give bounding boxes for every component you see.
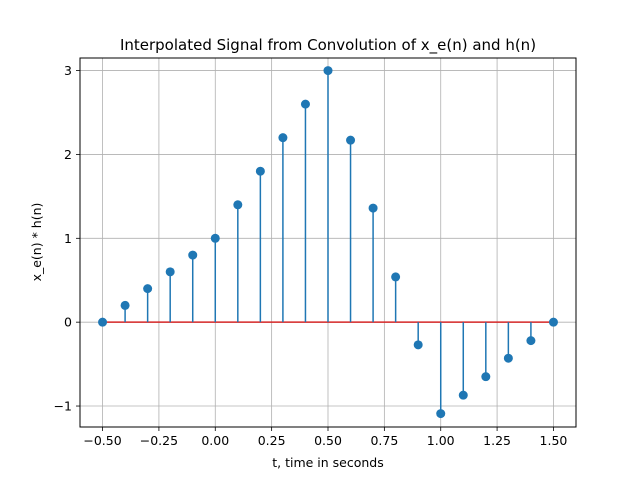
x-tick-label: 0.00 (201, 433, 229, 448)
stem-marker (165, 267, 175, 277)
x-tick-label: 1.25 (483, 433, 511, 448)
x-axis-label: t, time in seconds (272, 455, 384, 470)
y-tick-label: 0 (64, 315, 72, 330)
chart-title: Interpolated Signal from Convolution of … (120, 36, 536, 55)
x-axis-ticks: −0.50 −0.25 0.00 0.25 0.50 0.75 1.00 1.25 1.50 (83, 427, 567, 448)
stem-marker (391, 272, 401, 282)
stem-marker (346, 135, 356, 145)
x-tick-label: −0.25 (140, 433, 178, 448)
y-tick-label: −1 (54, 399, 72, 414)
x-tick-label: 0.75 (370, 433, 398, 448)
y-axis-ticks: −1 0 1 2 3 (54, 63, 80, 414)
stem-series (98, 66, 558, 419)
stem-marker (300, 99, 310, 109)
x-tick-label: −0.50 (83, 433, 121, 448)
x-tick-label: 0.50 (314, 433, 342, 448)
x-tick-label: 1.50 (540, 433, 568, 448)
stem-marker (255, 166, 265, 176)
stem-marker (368, 203, 378, 213)
stem-marker (413, 340, 423, 350)
stem-marker (323, 66, 333, 76)
stem-marker (548, 317, 558, 327)
stem-marker (143, 284, 153, 294)
stem-marker (98, 317, 108, 327)
stem-marker (233, 200, 243, 210)
y-axis-label: x_e(n) * h(n) (29, 203, 44, 282)
x-tick-label: 0.25 (258, 433, 286, 448)
stem-marker (481, 372, 491, 382)
stem-marker (503, 353, 513, 363)
y-tick-label: 3 (64, 63, 72, 78)
stem-marker (188, 250, 198, 260)
x-tick-label: 1.00 (427, 433, 455, 448)
stem-marker (458, 390, 468, 400)
stem-marker (436, 409, 446, 419)
stem-marker (210, 233, 220, 243)
stem-marker (120, 300, 130, 310)
y-tick-label: 1 (64, 231, 72, 246)
stem-marker (526, 336, 536, 346)
stem-marker (278, 133, 288, 143)
y-tick-label: 2 (64, 147, 72, 162)
